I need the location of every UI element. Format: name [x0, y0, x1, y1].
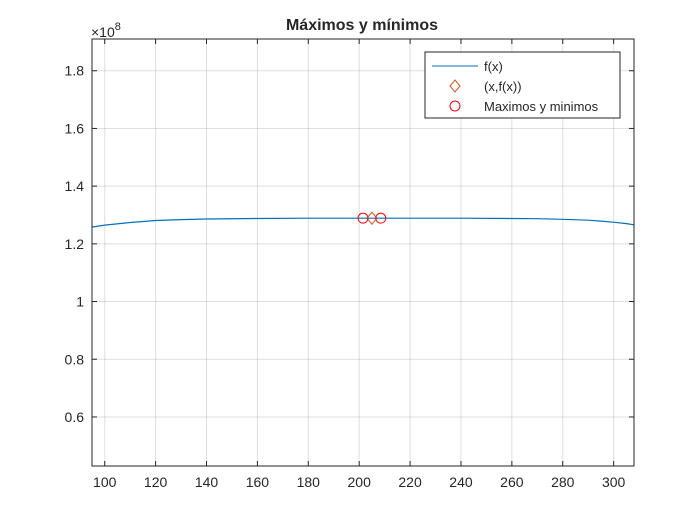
y-tick-label: 1.6 [65, 120, 85, 136]
x-tick-label: 180 [297, 474, 321, 490]
y-tick-label: 0.6 [65, 409, 85, 425]
extremum-marker-circle [375, 212, 387, 224]
x-tick-label: 280 [551, 474, 575, 490]
x-tick-label: 260 [500, 474, 524, 490]
legend-label-fx: f(x) [484, 59, 503, 74]
x-tick-label: 240 [449, 474, 473, 490]
legend: f(x) (x,f(x)) Maximos y minimos [424, 51, 621, 119]
y-exponent-power: 8 [115, 21, 121, 33]
y-tick-label: 1.2 [65, 236, 85, 252]
x-tick-label: 220 [398, 474, 422, 490]
x-tick-label: 120 [144, 474, 168, 490]
legend-label-points: (x,f(x)) [484, 79, 522, 94]
y-tick-label: 1.4 [65, 178, 85, 194]
y-tick-label: 0.8 [65, 351, 85, 367]
series-line-fx [91, 217, 635, 228]
point-marker-diamond [366, 211, 378, 225]
x-tick-label: 160 [246, 474, 270, 490]
legend-diamond-swatch [449, 79, 461, 93]
x-tick-label: 100 [93, 474, 117, 490]
x-tick-label: 140 [195, 474, 219, 490]
legend-label-extrema: Maximos y minimos [484, 99, 599, 114]
y-tick-label: 1.8 [65, 63, 85, 79]
legend-circle-swatch [449, 100, 461, 112]
x-tick-label: 300 [602, 474, 626, 490]
series-layer [91, 211, 635, 228]
y-tick-label: 1 [76, 294, 84, 310]
chart-title: Máximos y mínimos [286, 17, 438, 34]
x-tick-label: 200 [348, 474, 372, 490]
legend-box [424, 51, 621, 119]
y-exponent-base: ×10 [91, 24, 115, 40]
ticks: 100 120 140 160 180 200 220 240 260 280 300 0.6 0.8 1… [65, 39, 634, 490]
axes-box [91, 38, 635, 467]
extremum-marker-circle [357, 212, 369, 224]
y-exponent-label: ×108 [91, 21, 121, 40]
